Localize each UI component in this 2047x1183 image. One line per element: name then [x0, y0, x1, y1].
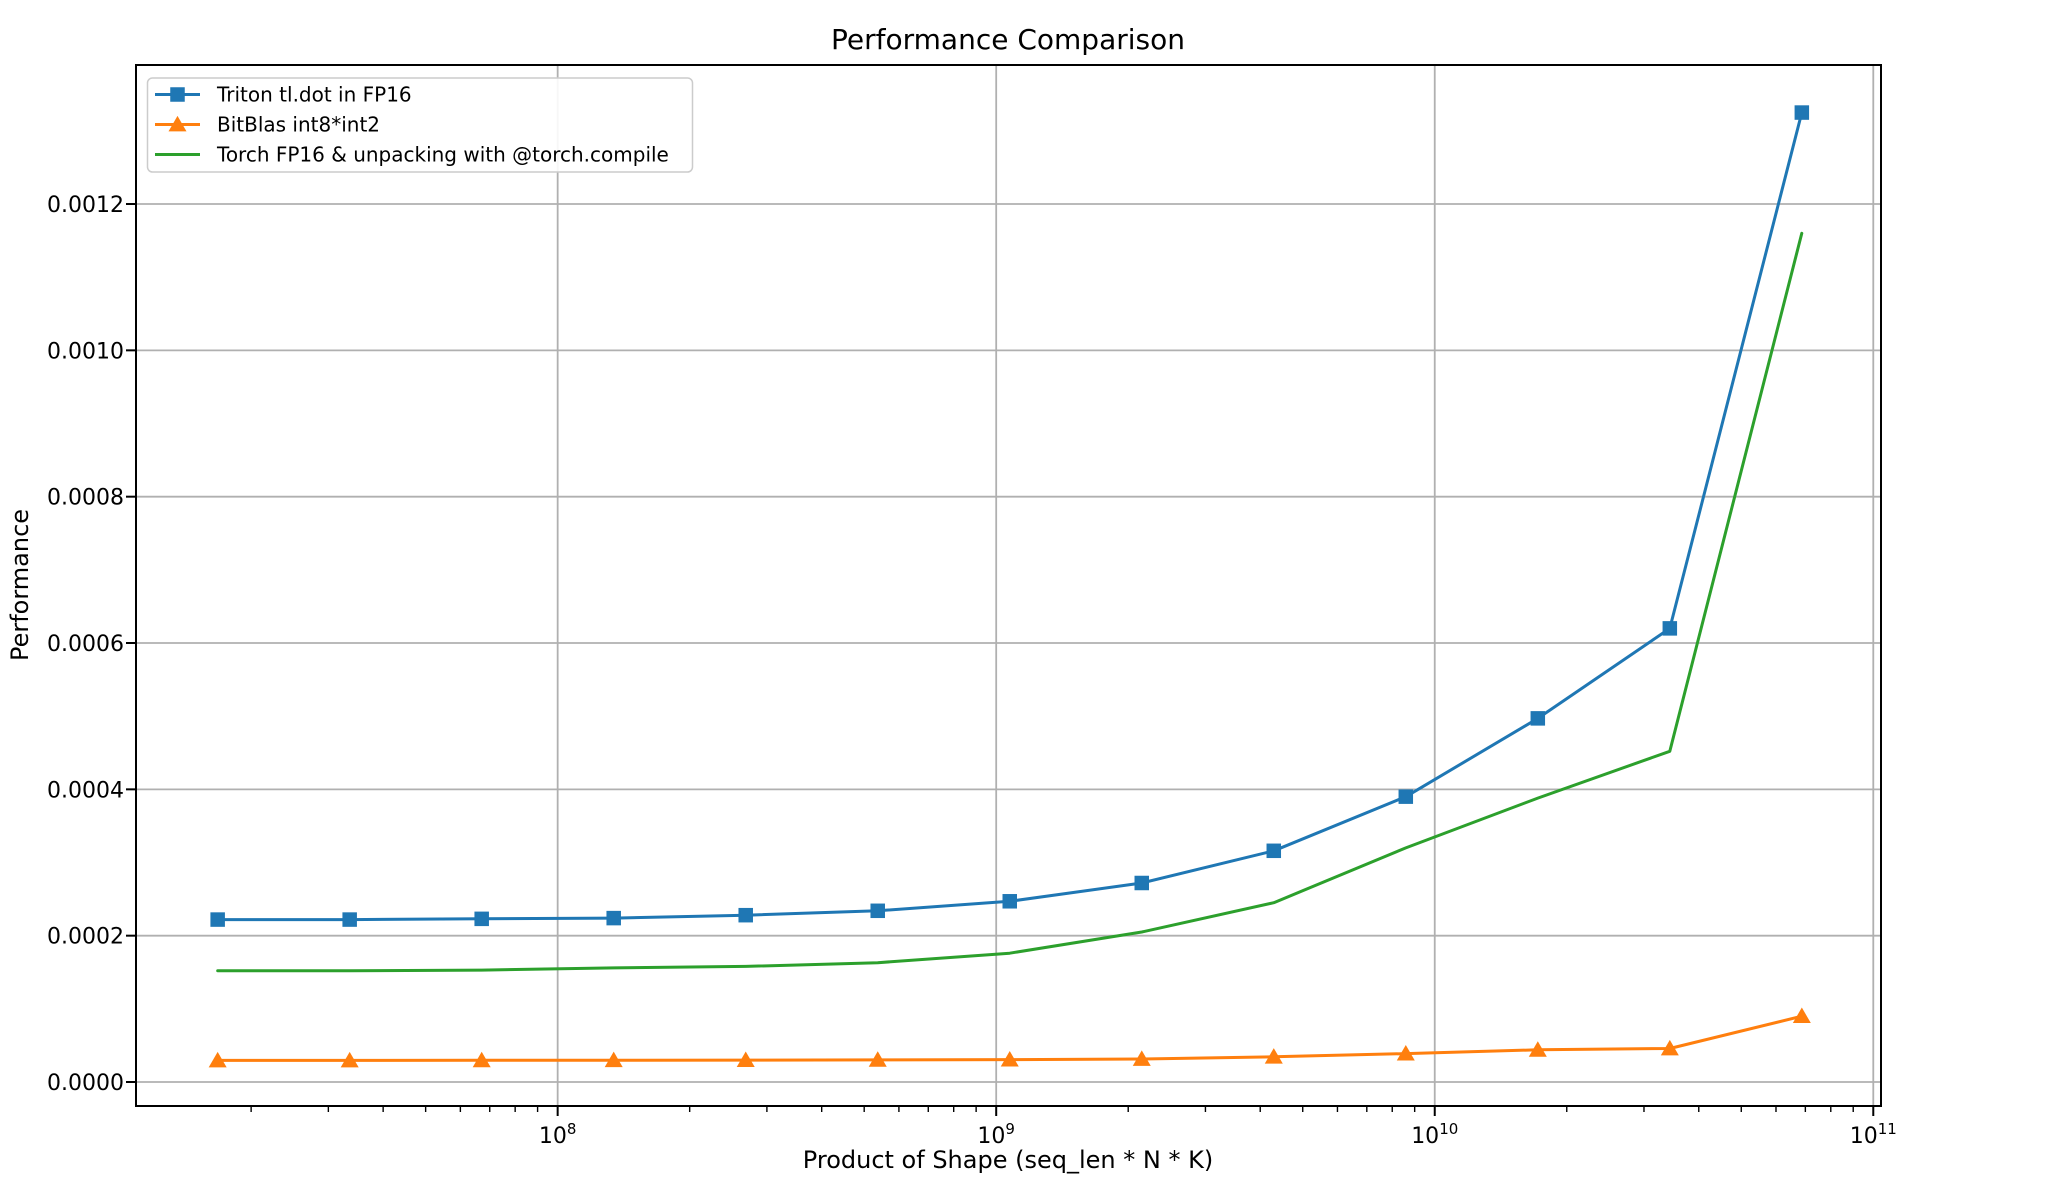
marker-triangle — [868, 1051, 887, 1067]
y-tick-label-0.0000: 0.0000 — [47, 1071, 124, 1096]
y-tick-label-0.0012: 0.0012 — [47, 193, 124, 218]
series-layer — [208, 105, 1811, 1068]
series-line-0 — [216, 111, 1804, 922]
axes-spines — [135, 64, 1882, 1107]
marker-square — [210, 912, 225, 927]
series-line-2 — [216, 231, 1804, 973]
axes-layer: 108 109 1010 1011 0.0000 0.0002 0.0004 0.0006 0.… — [47, 64, 1897, 1149]
marker-square — [1662, 621, 1678, 636]
marker-square — [738, 907, 753, 923]
y-tick-label-0.0006: 0.0006 — [47, 632, 124, 657]
marker-triangle — [1264, 1048, 1283, 1064]
x-tick-label-10e10: 1010 — [1411, 1120, 1458, 1149]
marker-triangle — [208, 1051, 227, 1068]
legend-layer: Triton tl.dot in FP16 BitBlas int8*int2 To… — [146, 77, 694, 173]
x-tick-label-10e8: 108 — [539, 1120, 577, 1149]
marker-square — [1398, 789, 1414, 804]
marker-triangle — [1528, 1041, 1547, 1057]
marker-triangle — [1000, 1051, 1019, 1067]
x-axis-label: Product of Shape (seq_len * N * K) — [803, 1146, 1213, 1174]
marker-triangle — [604, 1051, 623, 1068]
y-tick-label-0.0008: 0.0008 — [47, 486, 124, 511]
marker-triangle — [1792, 1007, 1811, 1024]
legend-entry-label-0: Triton tl.dot in FP16 — [216, 83, 412, 107]
chart-title: Performance Comparison — [831, 23, 1185, 56]
y-tick-label-0.0002: 0.0002 — [47, 925, 124, 950]
y-tick-label-0.0010: 0.0010 — [47, 339, 124, 364]
marker-triangle — [340, 1051, 359, 1068]
y-axis-label: Performance — [6, 509, 34, 661]
marker-triangle — [1396, 1045, 1415, 1061]
legend-entry-label-2: Torch FP16 & unpacking with @torch.compi… — [216, 143, 669, 167]
legend-box — [146, 77, 694, 173]
marker-square — [1002, 894, 1017, 909]
marker-triangle — [1660, 1039, 1679, 1056]
legend-entry-label-1: BitBlas int8*int2 — [217, 113, 380, 137]
marker-square — [474, 911, 489, 927]
marker-triangle — [736, 1051, 755, 1068]
grid-layer — [136, 65, 1881, 1106]
marker-square — [1134, 875, 1150, 891]
legend-marker-triangle — [168, 115, 187, 132]
x-tick-label-10e9: 109 — [977, 1120, 1015, 1149]
y-tick-label-0.0004: 0.0004 — [47, 778, 124, 803]
marker-square — [1794, 105, 1810, 120]
legend-marker-square — [170, 87, 185, 102]
marker-square — [1266, 843, 1282, 859]
marker-square — [1530, 711, 1546, 726]
marker-square — [342, 912, 357, 927]
x-tick-label-10e11: 1011 — [1850, 1120, 1897, 1149]
marker-square — [870, 903, 885, 919]
marker-triangle — [1132, 1050, 1151, 1066]
marker-square — [606, 910, 621, 926]
marker-triangle — [472, 1051, 491, 1068]
